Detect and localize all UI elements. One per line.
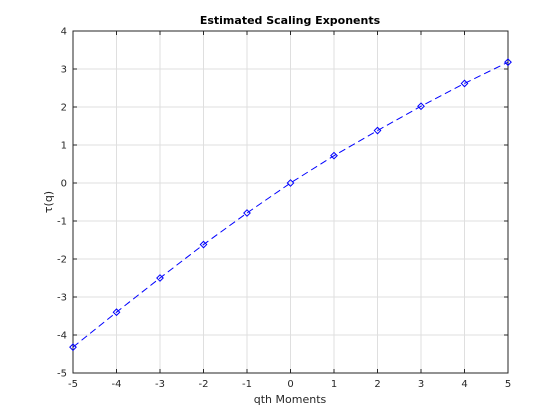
x-tick-label: -4 — [112, 379, 122, 390]
x-tick-label: 1 — [331, 379, 337, 390]
y-tick-label: 3 — [61, 65, 67, 76]
y-tick-label: -4 — [57, 331, 67, 342]
data-point-marker — [330, 151, 338, 160]
y-tick-label: 1 — [61, 141, 67, 152]
y-tick-label: 4 — [61, 27, 67, 38]
y-tick-label: -2 — [57, 255, 67, 266]
data-point-marker — [199, 240, 208, 249]
data-point-marker — [156, 274, 164, 282]
x-tick-label: 4 — [461, 379, 467, 390]
x-tick-label: -1 — [242, 379, 252, 390]
data-point-marker — [373, 126, 382, 135]
series — [69, 58, 512, 352]
data-point-marker — [286, 179, 295, 187]
y-tick-label: -1 — [57, 217, 67, 228]
x-tick-label: 3 — [418, 379, 424, 390]
x-axis-label: qth Moments — [254, 393, 327, 406]
y-tick-label: 0 — [61, 179, 67, 190]
ticks: -5 -4 -3 -2 -1 0 1 2 3 4 5 -5 -4 -3 -2 -1 0 1 2 3 4 — [57, 27, 511, 391]
data-point-marker — [417, 102, 425, 111]
series-line — [72, 61, 509, 348]
chart-title: Estimated Scaling Exponents — [200, 14, 381, 27]
x-tick-label: 0 — [287, 379, 293, 390]
x-tick-label: 5 — [505, 379, 511, 390]
x-tick-label: -2 — [199, 379, 209, 390]
x-tick-label: -5 — [68, 379, 78, 390]
data-point-marker — [504, 58, 512, 67]
x-tick-label: -3 — [155, 379, 165, 390]
data-point-marker — [460, 79, 469, 88]
data-point-marker — [112, 308, 121, 317]
y-axis-label: τ(q) — [42, 191, 55, 213]
data-point-marker — [243, 209, 251, 217]
y-tick-label: -3 — [57, 293, 67, 304]
data-point-marker — [69, 343, 77, 352]
y-tick-label: 2 — [61, 103, 67, 114]
y-tick-label: -5 — [57, 369, 67, 380]
x-tick-label: 2 — [374, 379, 380, 390]
